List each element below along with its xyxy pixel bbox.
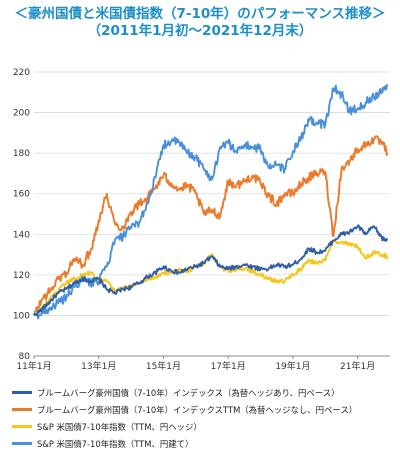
legend-label: ブルームバーグ豪州国債（7-10年）インデックス（為替ヘッジあり、円ベース） xyxy=(37,387,340,398)
legend-label: S&P 米国債7-10年指数（TTM、円ヘッジ） xyxy=(37,421,202,432)
series-lines xyxy=(33,83,389,320)
y-tick-label: 220 xyxy=(13,68,30,78)
series-line-1 xyxy=(33,135,389,316)
series-line-3 xyxy=(33,83,389,320)
legend-label: S&P 米国債7-10年指数（TTM、円建て） xyxy=(37,438,194,449)
legend-item: ブルームバーグ豪州国債（7-10年）インデックスTTM（為替ヘッジなし、円ベース… xyxy=(12,401,398,418)
x-tick-label: 19年1月 xyxy=(275,360,310,372)
chart-title-block: ＜豪州国債と米国債指数（7-10年）のパフォーマンス推移＞ （2011年1月初〜… xyxy=(0,6,400,40)
legend-item: S&P 米国債7-10年指数（TTM、円ヘッジ） xyxy=(12,418,398,435)
x-tick-label: 21年1月 xyxy=(340,360,375,372)
chart-title: ＜豪州国債と米国債指数（7-10年）のパフォーマンス推移＞ xyxy=(14,6,386,22)
legend-item: ブルームバーグ豪州国債（7-10年）インデックス（為替ヘッジあり、円ベース） xyxy=(12,384,398,401)
x-tick-label: 11年1月 xyxy=(16,360,51,372)
legend-swatch xyxy=(12,442,32,445)
x-tick-label: 15年1月 xyxy=(146,360,181,372)
series-line-0 xyxy=(33,224,389,316)
x-tick-label: 17年1月 xyxy=(211,360,246,372)
legend-swatch xyxy=(12,425,32,428)
y-tick-label: 100 xyxy=(13,311,30,321)
y-tick-label: 200 xyxy=(13,109,30,119)
legend-item: S&P 米国債7-10年指数（TTM、円建て） xyxy=(12,435,398,452)
axes: 80 100 120 140 160 180 200 220 11年1月 13年1月 15年1月 17… xyxy=(13,68,390,372)
y-tick-label: 140 xyxy=(13,230,30,240)
y-tick-label: 180 xyxy=(13,149,30,159)
y-tick-label: 160 xyxy=(13,190,30,200)
y-tick-label: 120 xyxy=(13,271,30,281)
legend-label: ブルームバーグ豪州国債（7-10年）インデックスTTM（為替ヘッジなし、円ベース… xyxy=(37,404,358,415)
chart-legend: ブルームバーグ豪州国債（7-10年）インデックス（為替ヘッジあり、円ベース） ブル… xyxy=(12,384,398,452)
legend-swatch xyxy=(12,391,32,394)
chart-subtitle: （2011年1月初〜2021年12月末） xyxy=(87,23,313,39)
y-tick-label: 80 xyxy=(19,352,31,362)
x-tick-label: 13年1月 xyxy=(81,360,116,372)
series-line-2 xyxy=(33,239,389,316)
legend-swatch xyxy=(12,408,32,411)
